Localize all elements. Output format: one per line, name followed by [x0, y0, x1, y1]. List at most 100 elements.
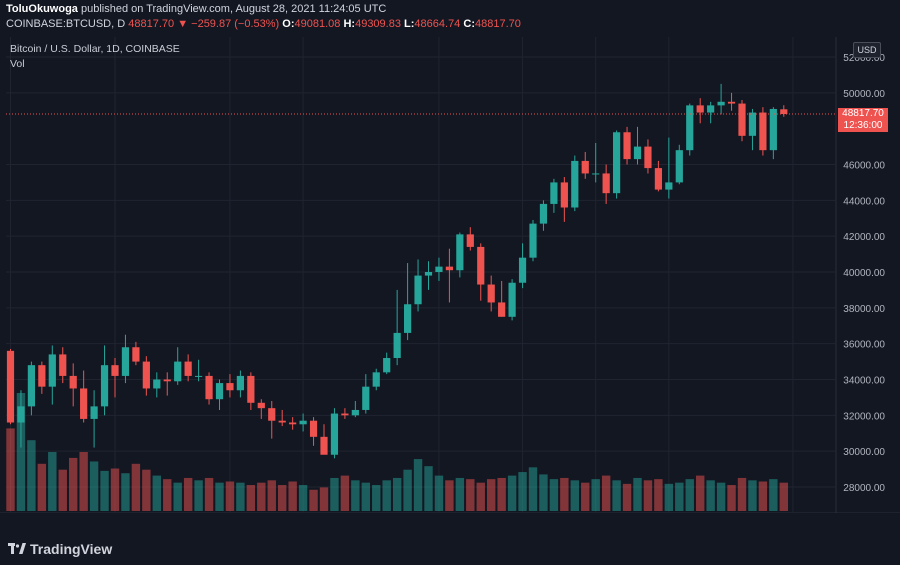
volume-bar [257, 482, 266, 511]
y-tick-label: 50000.00 [843, 89, 885, 100]
price-tag-value: 48817.70 [842, 108, 884, 119]
chart-area[interactable]: 52000.00 50000.00 46000.00 44000.00 42000.00… [0, 37, 900, 513]
candle-body [518, 257, 527, 283]
candle-body [111, 365, 119, 376]
volume-bar [675, 482, 684, 511]
candlestick-chart[interactable]: 52000.00 50000.00 46000.00 44000.00 42000.00… [0, 37, 900, 513]
candle-body [686, 105, 694, 151]
candle-body [132, 347, 140, 362]
candle-body [571, 160, 579, 208]
candle-body [153, 379, 161, 389]
volume-bar [382, 480, 391, 511]
volume-bar [340, 475, 350, 511]
volume-bar [518, 472, 527, 511]
candle-body [675, 150, 683, 183]
volume-bar [758, 481, 768, 511]
candle-body [623, 132, 631, 160]
volume-bar [121, 473, 130, 511]
volume-bar [309, 489, 318, 511]
volume-bar [413, 459, 423, 511]
volume-bar [476, 482, 485, 511]
volume-bar [591, 479, 600, 511]
volume-bar [204, 477, 214, 511]
candle-body [268, 408, 276, 421]
high-label: H: [343, 18, 356, 30]
volume-bar [372, 485, 381, 511]
candle-body [748, 112, 757, 136]
y-tick-label: 38000.00 [843, 304, 885, 315]
close-value: 48817.70 [474, 18, 521, 30]
candle-body [320, 436, 328, 455]
volume-bar [633, 477, 642, 511]
volume-bar [706, 480, 715, 511]
published-text: published on TradingView.com, August 28,… [77, 3, 387, 15]
volume-bar [643, 480, 653, 511]
candle-body [341, 413, 349, 416]
y-tick-label: 40000.00 [843, 268, 885, 279]
volume-bar [581, 482, 590, 511]
series-title: Bitcoin / U.S. Dollar, 1D, COINBASE [10, 43, 180, 55]
volume-bar [225, 481, 235, 511]
volume-bar [570, 480, 579, 511]
candle-body [707, 105, 715, 113]
volume-bar [539, 474, 548, 511]
volume-bar [89, 461, 99, 511]
y-tick-label: 52000.00 [843, 53, 885, 64]
candle-body [27, 365, 35, 407]
currency-button[interactable]: USD [853, 42, 881, 58]
volume-bar [152, 475, 161, 511]
candle-body [633, 146, 642, 160]
candle-body [592, 173, 600, 175]
candle-body [289, 422, 297, 425]
volume-bar [319, 487, 329, 511]
candle-body [383, 358, 391, 373]
publication-header: ToluOkuwoga published on TradingView.com… [0, 0, 900, 36]
volume-bar [173, 482, 182, 511]
candle-body [602, 173, 610, 194]
volume-bar [445, 480, 454, 511]
candle-body [90, 406, 98, 419]
low-value: 48664.74 [414, 18, 461, 30]
candle-body [529, 223, 537, 258]
y-tick-label: 46000.00 [843, 161, 885, 172]
close-label: C: [463, 18, 475, 30]
candle-body [6, 350, 15, 423]
y-tick-label: 44000.00 [843, 196, 885, 207]
volume-bar [737, 477, 747, 511]
volume-bar [110, 468, 120, 511]
volume-bar [727, 485, 736, 511]
candle-body [644, 146, 652, 169]
candle-body [550, 182, 558, 204]
volume-bar [654, 479, 663, 511]
last-price-tag: 48817.70 12:36:00 [838, 108, 888, 132]
candle-body [299, 420, 307, 425]
volume-bar [298, 485, 308, 511]
candle-body [226, 383, 234, 391]
y-tick-label: 34000.00 [843, 376, 885, 387]
y-tick-label: 30000.00 [843, 447, 885, 458]
volume-bar [27, 440, 36, 511]
candle-body [69, 375, 77, 389]
open-label: O: [282, 18, 295, 30]
candle-body [174, 361, 182, 382]
volume-bar [716, 482, 726, 511]
tradingview-logo-icon [8, 542, 26, 558]
candle-body [215, 383, 224, 400]
volume-bar [183, 477, 193, 511]
footer: TradingView [0, 535, 900, 565]
candle-body [38, 365, 46, 387]
candle-body [59, 354, 67, 376]
candle-body [759, 112, 767, 151]
author-name[interactable]: ToluOkuwoga [6, 3, 78, 15]
candle-body [717, 101, 725, 106]
volume-bar [69, 457, 78, 511]
tradingview-logo[interactable]: TradingView [8, 541, 112, 558]
y-tick-label: 42000.00 [843, 232, 885, 243]
candle-body [351, 409, 359, 416]
candle-body [487, 284, 495, 303]
volume-bar [37, 463, 47, 511]
candle-body [372, 372, 380, 387]
volume-bar [560, 477, 569, 511]
candle-body [508, 282, 516, 317]
candle-body [184, 361, 192, 376]
